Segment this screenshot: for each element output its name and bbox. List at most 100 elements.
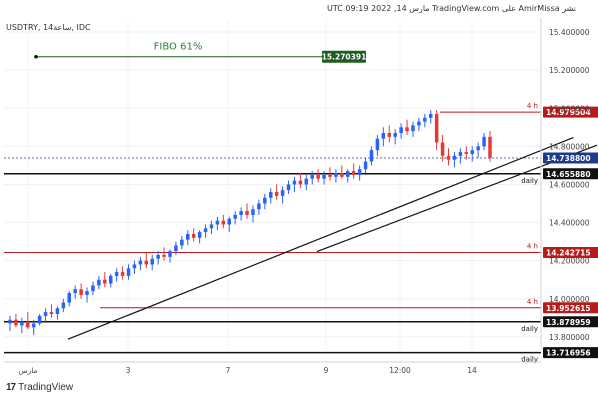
candle-body (411, 125, 415, 132)
chart-header: نشر AmirMissa على TradingView.com مارس 1… (0, 0, 598, 18)
candle-body (257, 203, 261, 210)
candle-body (91, 285, 95, 292)
time-tick-label: 3 (126, 366, 131, 375)
candle-body (67, 293, 72, 303)
candle-body (215, 220, 220, 225)
price-tick-label: 15.400000 (549, 28, 590, 37)
candle-body (369, 150, 374, 162)
candle-body (464, 152, 469, 154)
candle-body (417, 121, 421, 126)
level-price-tag (543, 347, 598, 359)
level-price-label: 13.878959 (546, 318, 591, 327)
candle-body (197, 232, 202, 238)
candle-body (14, 319, 18, 326)
time-axis[interactable]: مارس 3 7 9 12:00 14 (4, 361, 541, 375)
price-tick-label: 15.000000 (549, 104, 590, 113)
candle-body (375, 138, 380, 151)
level-tag: daily (521, 325, 538, 333)
fibo-label: FIBO 61% (154, 42, 203, 53)
candle-body (280, 190, 285, 196)
candle-body (387, 133, 392, 137)
tradingview-brand: TradingView (18, 382, 74, 393)
candle-body (150, 258, 154, 265)
candle-body (393, 133, 397, 137)
candle-body (108, 275, 113, 284)
current-price-tag (543, 152, 598, 164)
candle-body (239, 211, 243, 215)
candle-body (423, 117, 427, 122)
time-tick-label: 14 (467, 366, 477, 375)
candle-body (61, 302, 66, 309)
candle-body (446, 155, 451, 160)
time-tick-label: مارس (18, 366, 37, 375)
candle-body (482, 136, 486, 147)
candle-body (126, 268, 131, 276)
candle-body (399, 127, 403, 134)
candle-body (43, 312, 48, 316)
price-tick-label: 14.400000 (549, 219, 590, 228)
candle-body (476, 146, 480, 151)
candle-body (263, 197, 267, 204)
price-tick-label: 15.200000 (549, 66, 590, 75)
level-price-label: 13.952615 (546, 304, 591, 313)
candle-body (26, 321, 30, 328)
fibo-anchor (34, 54, 38, 59)
price-tick-label: 14.200000 (549, 257, 590, 266)
level-tag: 4 h (527, 243, 538, 251)
candle-body (114, 272, 119, 276)
candle-body (286, 184, 291, 191)
level-price-tag (543, 247, 598, 259)
candle-body (488, 136, 492, 158)
level-price-tag (543, 168, 598, 180)
candle-body (168, 251, 172, 257)
candle-body (79, 289, 83, 295)
price-tick-label: 13.800000 (549, 333, 590, 342)
candle-body (245, 211, 249, 215)
candle-body (316, 174, 320, 179)
level-price-label: 14.979504 (546, 108, 591, 117)
candle-body (274, 192, 279, 196)
candle-body (138, 260, 143, 265)
tradingview-logo[interactable]: 17 TradingView (6, 382, 73, 393)
price-axis[interactable]: 14.979504 14.655880 14.242715 13.952615 13.8… (540, 18, 598, 359)
current-price-label: 14.738800 (546, 154, 591, 163)
candle-body (49, 312, 54, 314)
candle-body (8, 319, 12, 324)
level-price-tag (543, 316, 598, 328)
candle-body (20, 321, 24, 326)
candle-body (470, 150, 474, 154)
candle-body (458, 152, 463, 156)
candle-body (351, 171, 356, 175)
price-tick-label: 14.600000 (549, 180, 590, 189)
level-tag: daily (521, 356, 538, 364)
candle-body (97, 279, 101, 286)
level-price-label: 14.242715 (546, 249, 591, 258)
candle-body (310, 174, 314, 179)
candle-body (37, 315, 42, 324)
candle-body (405, 127, 409, 132)
candle-body (186, 233, 190, 240)
fibo-annotation: FIBO 61% 15.270391 (34, 42, 366, 63)
candle-body (132, 264, 137, 269)
candle-body (251, 209, 255, 215)
candle-body (381, 133, 386, 139)
trendline (67, 136, 574, 340)
level-price-label: 14.655880 (546, 170, 591, 179)
candle-body (363, 161, 368, 170)
candle-body (162, 254, 166, 257)
candle-body (120, 272, 125, 276)
candle-body (55, 308, 60, 314)
candle-body (180, 239, 184, 246)
candle-body (346, 171, 350, 177)
candle-body (156, 254, 160, 259)
tradingview-logo-icon: 17 (6, 382, 16, 393)
level-price-label: 13.716956 (546, 349, 591, 358)
trendlines (67, 136, 598, 340)
candle-body (203, 228, 208, 233)
candle-body (103, 279, 107, 284)
horizontal-levels: 4 h daily 4 h 4 h daily daily (4, 102, 541, 364)
candle-body (292, 180, 297, 185)
time-tick-label: 7 (226, 366, 231, 375)
candle-body (440, 142, 445, 156)
